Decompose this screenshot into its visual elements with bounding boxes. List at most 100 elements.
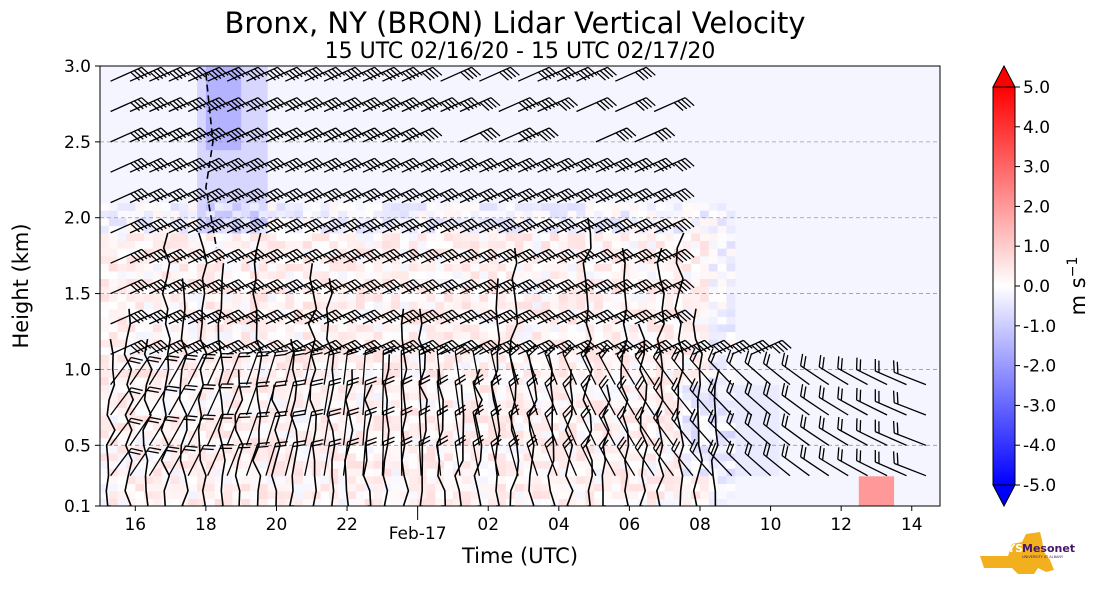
velocity-cell [594, 339, 604, 348]
velocity-cell [752, 73, 763, 82]
velocity-cell [117, 149, 127, 158]
velocity-cell [788, 73, 798, 82]
velocity-cell [108, 225, 119, 234]
velocity-cell [258, 270, 269, 279]
velocity-cell [241, 331, 251, 340]
velocity-cell [311, 248, 322, 257]
velocity-cell [788, 255, 798, 264]
velocity-cell [638, 483, 648, 492]
velocity-cell [355, 141, 366, 151]
velocity-cell [117, 248, 127, 257]
velocity-cell [285, 331, 295, 340]
velocity-cell [832, 475, 842, 484]
velocity-cell [144, 126, 154, 135]
velocity-cell [611, 141, 622, 151]
velocity-cell [832, 88, 842, 97]
velocity-cell [779, 66, 789, 67]
velocity-cell [717, 66, 727, 75]
velocity-cell [161, 66, 172, 75]
velocity-cell [400, 263, 410, 272]
velocity-cell [126, 149, 136, 158]
velocity-cell [117, 452, 127, 462]
velocity-cell [188, 263, 198, 272]
velocity-cell [276, 490, 286, 499]
velocity-cell [205, 346, 216, 355]
velocity-cell [294, 187, 304, 196]
velocity-cell [788, 103, 798, 113]
velocity-cell [700, 415, 710, 424]
velocity-cell [805, 407, 816, 416]
velocity-cell [117, 316, 127, 325]
velocity-cell [214, 293, 225, 302]
velocity-cell [294, 475, 304, 484]
velocity-cell [761, 179, 772, 188]
velocity-cell [726, 263, 736, 272]
velocity-cell [179, 149, 189, 158]
velocity-cell [682, 164, 692, 173]
velocity-cell [523, 301, 533, 310]
velocity-cell [647, 415, 657, 424]
velocity-cell [205, 263, 216, 272]
velocity-cell [664, 164, 675, 173]
velocity-cell [417, 103, 427, 113]
velocity-cell [355, 187, 366, 196]
velocity-cell [514, 149, 525, 158]
velocity-cell [497, 149, 507, 158]
velocity-cell [382, 346, 392, 355]
velocity-cell [532, 445, 542, 454]
velocity-cell [823, 399, 833, 408]
velocity-cell [585, 134, 595, 143]
velocity-cell [232, 392, 242, 401]
velocity-cell [744, 430, 754, 439]
velocity-cell [841, 361, 851, 371]
velocity-cell [364, 445, 375, 454]
velocity-cell [567, 134, 577, 143]
velocity-cell [814, 445, 825, 454]
velocity-cell [691, 96, 701, 105]
velocity-cell [655, 468, 666, 477]
velocity-cell [823, 445, 833, 454]
velocity-cell [241, 460, 251, 469]
velocity-cell [294, 361, 304, 371]
velocity-cell [655, 81, 666, 90]
velocity-cell [629, 422, 639, 431]
velocity-cell [258, 66, 269, 67]
velocity-cell [461, 392, 472, 401]
velocity-cell [779, 134, 789, 143]
velocity-cell [391, 172, 401, 181]
velocity-cell [444, 179, 454, 188]
velocity-cell [152, 217, 163, 226]
velocity-cell [285, 460, 295, 469]
velocity-cell [108, 103, 119, 113]
velocity-cell [285, 270, 295, 279]
velocity-cell [452, 202, 463, 211]
velocity-cell [841, 377, 851, 386]
velocity-cell [602, 377, 613, 386]
velocity-cell [108, 490, 119, 499]
velocity-cell [797, 369, 807, 378]
velocity-cell [788, 202, 798, 211]
velocity-cell [770, 126, 780, 135]
velocity-cell [567, 483, 577, 492]
velocity-cell [611, 81, 622, 90]
velocity-cell [541, 339, 551, 348]
velocity-cell [461, 377, 472, 386]
velocity-cell [311, 232, 322, 242]
velocity-cell [311, 339, 322, 348]
velocity-cell [620, 172, 630, 181]
velocity-cell [779, 88, 789, 97]
velocity-cell [691, 88, 701, 97]
velocity-cell [585, 73, 595, 82]
velocity-cell [638, 452, 648, 462]
velocity-cell [832, 96, 842, 105]
velocity-cell [294, 430, 304, 439]
velocity-cell [567, 301, 577, 310]
velocity-cell [805, 498, 816, 506]
velocity-cell [170, 202, 180, 211]
velocity-cell [117, 468, 127, 477]
velocity-cell [214, 66, 225, 67]
velocity-cell [629, 134, 639, 143]
velocity-cell [682, 460, 692, 469]
velocity-cell [320, 149, 330, 158]
velocity-cell [294, 415, 304, 424]
